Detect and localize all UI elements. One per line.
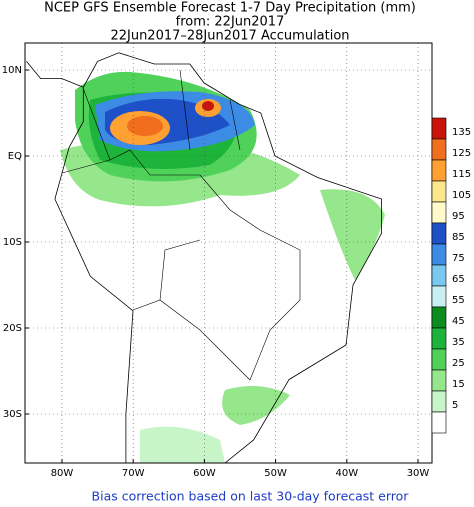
colorbar-swatch [431, 390, 447, 413]
colorbar-label: 65 [452, 274, 465, 285]
lon-label: 60W [193, 468, 216, 479]
colorbar-swatch [431, 327, 447, 350]
colorbar-label: 5 [452, 400, 458, 411]
colorbar-label: 85 [452, 232, 465, 243]
colorbar-swatch [431, 306, 447, 329]
colorbar-label: 105 [452, 190, 471, 201]
lon-label: 40W [335, 468, 358, 479]
colorbar-swatch [431, 369, 447, 392]
colorbar-label: 95 [452, 211, 465, 222]
colorbar: 135 125 115 105 95 85 75 65 55 45 35 25 15 5 [431, 117, 471, 434]
precip-area [202, 101, 214, 111]
colorbar-label: 35 [452, 337, 465, 348]
precip-area [320, 189, 385, 280]
colorbar-swatch [431, 222, 447, 245]
precip-area [222, 386, 290, 425]
map: 10N EQ 10S 20S 30S 80W 70W 60W 50W 40W 30W [2, 42, 433, 479]
colorbar-swatch [431, 285, 447, 308]
colorbar-swatch [431, 243, 447, 266]
title-line: from: 22Jun2017 [176, 15, 285, 30]
lon-label: 70W [122, 468, 145, 479]
colorbar-label: 45 [452, 316, 465, 327]
border [61, 69, 301, 381]
colorbar-swatch [431, 201, 447, 224]
title-line: NCEP GFS Ensemble Forecast 1-7 Day Preci… [44, 1, 416, 16]
colorbar-swatch [431, 180, 447, 203]
colorbar-label: 15 [452, 379, 465, 390]
colorbar-label: 135 [452, 127, 471, 138]
colorbar-swatch [431, 348, 447, 371]
colorbar-label: 25 [452, 358, 465, 369]
colorbar-swatch [431, 117, 447, 140]
colorbar-label: 115 [452, 169, 471, 180]
lat-label: 10N [2, 65, 22, 76]
colorbar-swatch [431, 159, 447, 182]
colorbar-swatch [431, 411, 447, 434]
lon-label: 30W [407, 468, 430, 479]
lat-label: EQ [8, 151, 22, 162]
lat-label: 30S [3, 409, 22, 420]
colorbar-label: 55 [452, 295, 465, 306]
colorbar-label: 75 [452, 253, 465, 264]
colorbar-swatch [431, 264, 447, 287]
precip-area [127, 116, 163, 136]
colorbar-label: 125 [452, 148, 471, 159]
lon-label: 50W [264, 468, 287, 479]
footer-note: Bias correction based on last 30-day for… [92, 489, 410, 504]
title-line: 22Jun2017–28Jun2017 Accumulation [110, 29, 349, 44]
colorbar-swatch [431, 138, 447, 161]
precip-area [140, 426, 225, 463]
lon-label: 80W [51, 468, 74, 479]
coastline [26, 52, 382, 463]
lat-label: 10S [3, 237, 22, 248]
lat-label: 20S [3, 323, 22, 334]
